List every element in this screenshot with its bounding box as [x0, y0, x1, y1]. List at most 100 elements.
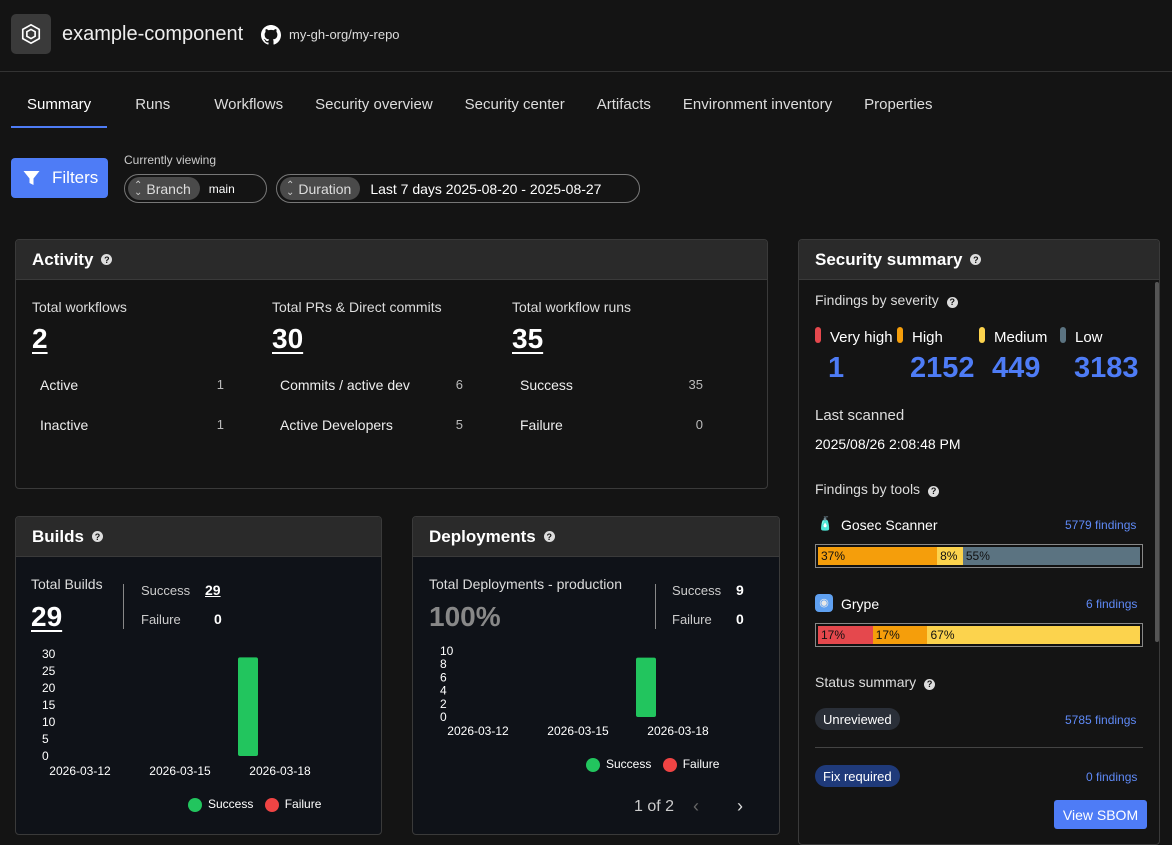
grype-medium-segment[interactable]: 67% — [927, 626, 1140, 644]
scrollbar[interactable] — [1155, 282, 1159, 642]
grype-findings-link[interactable]: 6 findings — [1086, 597, 1138, 611]
builds-header: Builds ? — [16, 517, 381, 557]
filter-icon — [23, 171, 40, 185]
gosec-findings-link[interactable]: 5779 findings — [1065, 518, 1137, 532]
grype-high-segment[interactable]: 17% — [872, 626, 928, 644]
total-prs-value[interactable]: 30 — [272, 323, 304, 354]
deployments-header: Deployments ? — [413, 517, 779, 557]
tab-security-center[interactable]: Security center — [464, 96, 565, 113]
gosec-medium-segment[interactable]: 8% — [937, 547, 963, 565]
runs-success-label: Success — [520, 377, 573, 393]
repo-link[interactable]: my-gh-org/my-repo — [289, 27, 400, 42]
help-icon[interactable]: ? — [543, 531, 555, 542]
failure-legend-dot — [264, 797, 279, 812]
commits-per-dev-value: 6 — [455, 377, 463, 392]
builds-success-value[interactable]: 29 — [205, 582, 221, 598]
active-label: Active — [40, 377, 79, 393]
filters-button-label: Filters — [52, 168, 99, 187]
help-icon[interactable]: ? — [946, 296, 958, 308]
medium-marker — [979, 327, 985, 343]
total-workflows-value[interactable]: 2 — [32, 323, 48, 354]
total-workflow-runs-value[interactable]: 35 — [512, 323, 544, 354]
medium-count[interactable]: 449 — [992, 352, 1041, 384]
tab-security-overview[interactable]: Security overview — [315, 96, 433, 113]
unreviewed-findings-link[interactable]: 5785 findings — [1065, 713, 1137, 727]
security-summary-title: Security summary — [815, 249, 963, 269]
total-workflows-label: Total workflows — [32, 299, 127, 315]
failure-legend-dot — [662, 757, 677, 772]
active-value: 1 — [216, 377, 224, 392]
component-logo-icon — [11, 14, 51, 54]
help-icon[interactable]: ? — [970, 254, 982, 265]
fix-required-findings-link[interactable]: 0 findings — [1086, 770, 1138, 784]
help-icon[interactable]: ? — [91, 531, 103, 542]
success-legend-dot — [586, 757, 600, 772]
builds-legend: Success Failure — [188, 797, 321, 812]
high-label: High — [912, 329, 943, 346]
tab-summary[interactable]: Summary — [11, 84, 108, 128]
help-icon[interactable]: ? — [101, 254, 113, 265]
tab-workflows[interactable]: Workflows — [214, 96, 284, 113]
grype-very-high-segment[interactable]: 17% — [818, 626, 873, 644]
y-tick-label: 30 — [42, 647, 56, 661]
deployments-success-value: 9 — [736, 582, 744, 598]
y-tick-label: 0 — [440, 710, 447, 724]
commits-per-dev-label: Commits / active dev — [280, 377, 410, 393]
help-icon[interactable]: ? — [924, 678, 936, 690]
y-tick-label: 5 — [42, 732, 49, 746]
low-marker — [1060, 327, 1066, 343]
tab-bar: Summary Runs Workflows Security overview… — [11, 84, 949, 128]
builds-title: Builds — [32, 526, 84, 546]
y-tick-label: 8 — [440, 657, 447, 671]
grype-tool-icon: ◉ — [815, 594, 833, 612]
x-tick-label: 2026-03-18 — [647, 724, 709, 738]
gosec-tool-name: Gosec Scanner — [841, 517, 938, 533]
view-sbom-button[interactable]: View SBOM — [1054, 800, 1147, 829]
very-high-count[interactable]: 1 — [828, 352, 845, 384]
tab-runs[interactable]: Runs — [135, 96, 171, 113]
inactive-label: Inactive — [40, 417, 89, 433]
runs-failure-label: Failure — [520, 417, 563, 433]
builds-card: Builds ? — [15, 516, 382, 835]
deployments-legend: Success Failure — [586, 757, 719, 772]
success-bar[interactable] — [636, 657, 656, 717]
tab-properties[interactable]: Properties — [864, 96, 933, 113]
prev-page-chevron-icon[interactable]: ‹ — [693, 796, 699, 816]
last-scanned-value: 2025/08/26 2:08:48 PM — [815, 436, 961, 452]
total-builds-label: Total Builds — [31, 576, 103, 592]
tab-environment-inventory[interactable]: Environment inventory — [682, 96, 833, 113]
tab-artifacts[interactable]: Artifacts — [596, 96, 651, 113]
gosec-high-segment[interactable]: 37% — [818, 547, 938, 565]
last-scanned-label: Last scanned — [815, 407, 905, 424]
low-label: Low — [1075, 329, 1103, 346]
deployments-card: Deployments ? — [412, 516, 780, 835]
gosec-low-segment[interactable]: 55% — [962, 547, 1140, 565]
y-tick-label: 6 — [440, 670, 447, 684]
y-tick-label: 25 — [42, 664, 56, 678]
total-builds-value[interactable]: 29 — [31, 601, 63, 632]
total-deployments-value: 100% — [429, 601, 501, 632]
y-tick-label: 10 — [42, 715, 56, 729]
fix-required-badge: Fix required — [815, 765, 900, 787]
status-summary-label: Status summary? — [815, 674, 936, 690]
duration-value: Last 7 days 2025-08-20 - 2025-08-27 — [370, 180, 602, 197]
very-high-label: Very high — [830, 329, 893, 346]
findings-by-severity-label: Findings by severity? — [815, 292, 958, 308]
findings-by-tools-label: Findings by tools? — [815, 481, 940, 497]
deployments-success-label: Success — [672, 583, 722, 598]
branch-value: main — [208, 181, 235, 196]
builds-legend-success: Success — [208, 797, 254, 811]
activity-header: Activity ? — [16, 240, 767, 280]
next-page-chevron-icon[interactable]: › — [737, 796, 743, 816]
help-icon[interactable]: ? — [928, 485, 940, 497]
filters-button[interactable]: Filters — [11, 158, 108, 198]
total-workflow-runs-label: Total workflow runs — [512, 299, 632, 315]
branch-filter-pill[interactable]: ⌃ ⌄ Branch main — [124, 174, 267, 203]
deployments-title: Deployments — [429, 526, 536, 546]
duration-filter-pill[interactable]: ⌃ ⌄ Duration Last 7 days 2025-08-20 - 2025… — [276, 174, 640, 203]
success-bar[interactable] — [238, 657, 258, 756]
low-count[interactable]: 3183 — [1074, 352, 1139, 384]
gosec-findings-bar: 37% 8% 55% — [815, 544, 1143, 568]
deployments-legend-success: Success — [606, 757, 652, 771]
high-count[interactable]: 2152 — [910, 352, 975, 384]
